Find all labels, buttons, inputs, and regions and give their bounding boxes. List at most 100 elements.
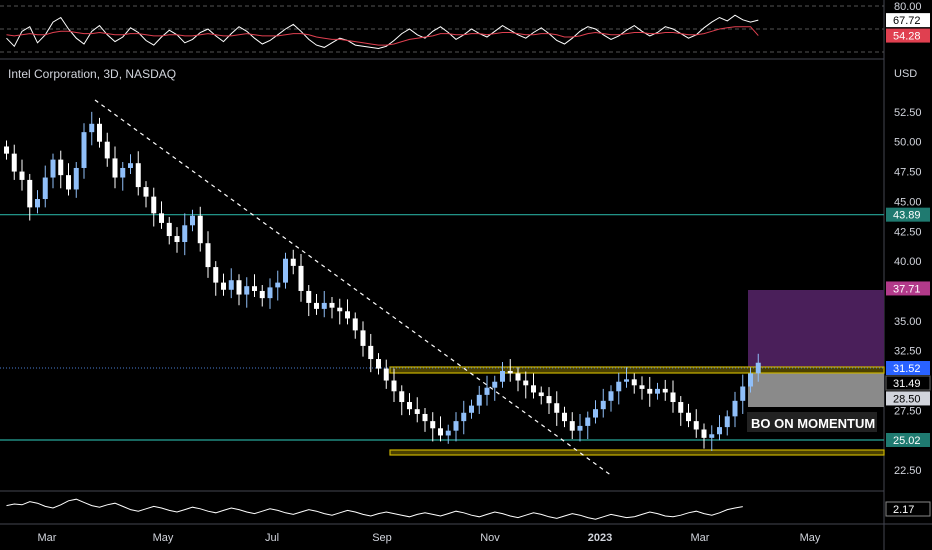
chart-title: Intel Corporation, 3D, NASDAQ xyxy=(8,67,177,81)
candle-body xyxy=(11,153,17,172)
oscillator-line xyxy=(6,498,743,520)
currency-label: USD xyxy=(894,68,917,80)
candle-body xyxy=(19,171,25,180)
candle-body xyxy=(283,258,288,283)
candle-body xyxy=(42,177,48,200)
candle-body xyxy=(159,213,164,223)
time-tick-label: Nov xyxy=(480,532,500,544)
candle-body xyxy=(523,380,529,386)
candle-body xyxy=(686,412,691,422)
price-tick-label: 40.00 xyxy=(894,256,922,268)
candle-body xyxy=(35,199,40,208)
candle-body xyxy=(732,400,738,417)
range-top-box[interactable] xyxy=(389,366,885,374)
candle-body xyxy=(290,258,296,266)
price-tag xyxy=(885,375,931,391)
candle-body xyxy=(190,215,195,226)
candle-body xyxy=(376,359,381,369)
stop-zone-box[interactable] xyxy=(748,370,884,407)
candle-body xyxy=(670,392,676,403)
downtrend-line[interactable] xyxy=(94,99,613,477)
price-tick-label: 47.50 xyxy=(894,167,922,179)
candle-body xyxy=(166,222,172,237)
candle-body xyxy=(182,225,188,243)
candle-body xyxy=(81,132,87,168)
time-tick-label: Mar xyxy=(38,532,57,544)
candle-body xyxy=(469,405,474,413)
price-tag-label: 25.02 xyxy=(893,435,921,447)
candle-body xyxy=(236,280,242,295)
candle-body xyxy=(492,381,498,388)
candle-body xyxy=(569,421,575,431)
candle-body xyxy=(631,379,637,386)
candle-body xyxy=(453,421,459,431)
candle-body xyxy=(655,388,660,394)
price-tag-label: 2.17 xyxy=(893,504,914,516)
candle-body xyxy=(205,243,211,268)
candle-body xyxy=(368,345,374,360)
annotation-bg xyxy=(747,412,877,432)
rsi-tick-label: 80.00 xyxy=(894,1,922,13)
candle-body xyxy=(128,163,133,168)
candle-body xyxy=(531,385,536,393)
candle-body xyxy=(515,373,521,381)
range-bottom-box[interactable] xyxy=(389,449,885,456)
candle-body xyxy=(717,427,722,435)
candle-body xyxy=(259,290,265,299)
candle-body xyxy=(244,286,250,295)
price-tick-label: 45.00 xyxy=(894,196,922,208)
price-tick-label: 32.50 xyxy=(894,346,922,358)
candle-body xyxy=(391,380,397,392)
price-tick-label: 52.50 xyxy=(894,107,922,119)
candle-body xyxy=(306,290,312,303)
candle-body xyxy=(314,302,319,309)
candle-body xyxy=(228,280,234,290)
candle-body xyxy=(221,282,226,290)
price-tag xyxy=(886,391,930,406)
candle-body xyxy=(430,421,436,429)
candle-body xyxy=(275,282,281,288)
candle-body xyxy=(422,413,428,422)
candle-body xyxy=(647,388,653,394)
candle-body xyxy=(500,370,505,382)
candle-body xyxy=(484,387,490,395)
candle-body xyxy=(298,265,304,291)
candle-body xyxy=(701,429,707,438)
time-tick-label: May xyxy=(800,532,821,544)
candle-body xyxy=(554,403,560,413)
candle-body xyxy=(352,318,358,331)
candle-body xyxy=(678,402,684,413)
price-tag xyxy=(886,28,930,43)
price-tag-label: 28.50 xyxy=(893,393,921,405)
candle-body xyxy=(740,386,746,401)
price-tick-label: 27.50 xyxy=(894,405,922,417)
candle-body xyxy=(624,379,629,382)
candle-body xyxy=(445,430,451,436)
candle-body xyxy=(600,400,606,410)
candle-body xyxy=(577,425,583,431)
candle-body xyxy=(616,381,622,392)
candle-body xyxy=(546,396,552,404)
candle-body xyxy=(693,421,699,430)
time-tick-label: Sep xyxy=(372,532,392,544)
candle-body xyxy=(585,417,591,426)
price-tick-label: 22.50 xyxy=(894,465,922,477)
candle-body xyxy=(120,167,126,178)
price-tick-label: 42.50 xyxy=(894,226,922,238)
candle-body xyxy=(143,187,149,197)
candle-body xyxy=(213,267,219,283)
time-tick-label: Mar xyxy=(691,532,710,544)
target-zone-box[interactable] xyxy=(748,290,884,370)
candle-body xyxy=(538,392,544,397)
candle-body xyxy=(639,385,645,389)
annotation-text[interactable]: BO ON MOMENTUM xyxy=(751,416,875,431)
price-tag xyxy=(886,361,930,375)
candle-body xyxy=(174,236,180,243)
candle-body xyxy=(321,302,327,309)
candle-body xyxy=(27,179,33,208)
candle-body xyxy=(608,391,614,401)
price-tag xyxy=(885,501,931,517)
candle-body xyxy=(50,159,56,178)
candle-body xyxy=(407,402,412,410)
